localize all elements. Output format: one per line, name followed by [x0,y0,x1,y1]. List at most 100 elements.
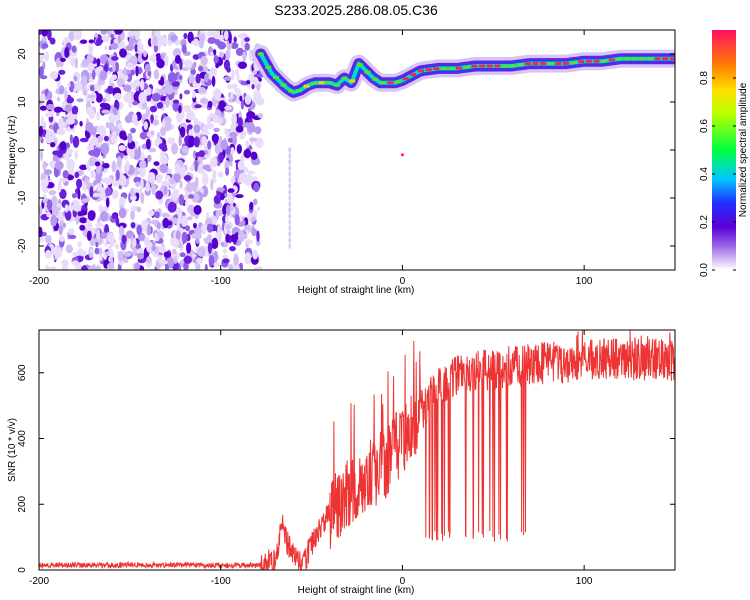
noise-blob [98,204,104,213]
noise-blob [242,51,247,63]
noise-blob [178,75,183,80]
noise-blob [45,249,52,259]
noise-blob [113,92,123,100]
snr-y-axis: 0 200 400 600 [17,364,675,573]
noise-blob [230,91,234,100]
noise-blob [225,204,231,216]
noise-blob [151,183,156,196]
noise-blob [132,80,137,91]
noise-blob [165,96,170,108]
noise-blob [194,176,199,189]
noise-blob [155,190,164,200]
noise-blob [246,229,249,236]
track-dash [440,66,447,70]
noise-blob [157,175,164,180]
noise-blob [253,198,258,206]
noise-blob [225,214,229,224]
noise-blob [238,61,247,69]
noise-blob [213,250,218,263]
noise-blob [175,230,181,240]
noise-blob [288,201,292,207]
track-dash [578,60,585,64]
noise-blob [96,111,100,121]
noise-blob [254,126,262,135]
noise-blob [147,224,151,236]
noise-blob [251,176,258,181]
noise-blob [46,199,53,211]
spectrogram-noise-layer [39,30,292,270]
noise-blob [111,214,118,219]
noise-blob [118,174,127,186]
snr-plot-area [39,330,675,570]
noise-blob [231,69,235,81]
noise-blob [53,106,63,113]
noise-blob [193,222,197,229]
noise-blob [114,243,120,250]
track-dash [273,76,279,79]
figure-title: S233.2025.286.08.05.C36 [274,2,438,18]
noise-blob [226,66,231,73]
noise-blob [173,172,181,183]
noise-blob [86,144,95,150]
track-dash [379,81,386,85]
noise-blob [154,114,159,119]
noise-blob [94,67,102,75]
noise-blob [182,104,192,113]
noise-blob [231,83,238,90]
noise-blob [246,111,256,119]
noise-blob [179,126,186,138]
noise-blob [94,247,100,255]
noise-blob [166,221,173,226]
noise-blob [85,107,94,116]
noise-blob [217,171,224,178]
noise-blob [231,113,238,125]
track-dot [400,153,404,157]
track-dash [395,80,402,84]
noise-blob [204,73,209,83]
noise-blob [193,205,202,215]
noise-blob [85,220,93,231]
track-dash [532,62,539,66]
colorbar-tick-label: 0.4 [699,167,710,181]
noise-blob [61,259,69,267]
noise-blob [174,238,180,248]
noise-blob [67,82,71,88]
noise-blob [147,154,152,162]
noise-blob [288,177,292,183]
noise-blob [102,97,107,104]
noise-blob [219,51,224,58]
noise-blob [178,194,185,206]
noise-blob [88,39,95,44]
noise-blob [65,142,71,149]
spectrogram-signal-track [251,45,675,157]
noise-blob [235,125,244,133]
track-dash [288,89,295,93]
noise-blob [72,209,77,218]
track-dash [654,57,661,61]
track-dash [547,62,554,66]
noise-blob [50,214,57,227]
spectrogram-y-axis: -20 -10 0 10 20 [17,48,675,253]
colorbar: 0.0 0.2 0.4 0.6 0.8 Normalized spectral ampl… [699,30,749,277]
track-dash [311,81,318,85]
noise-blob [210,51,214,57]
noise-blob [136,224,142,236]
noise-blob [77,188,81,200]
noise-blob [187,31,194,44]
noise-blob [110,33,115,40]
noise-blob [119,196,126,206]
noise-blob [39,66,44,78]
noise-blob [81,198,89,203]
track-dash [318,81,325,85]
noise-blob [170,34,178,42]
noise-blob [165,262,169,270]
noise-blob [238,172,247,184]
noise-blob [172,99,180,104]
noise-blob [111,56,119,61]
noise-blob [77,241,82,248]
noise-blob [253,266,263,270]
noise-blob [118,101,124,110]
noise-blob [244,94,252,105]
track-dash [364,70,371,74]
noise-blob [79,250,87,257]
